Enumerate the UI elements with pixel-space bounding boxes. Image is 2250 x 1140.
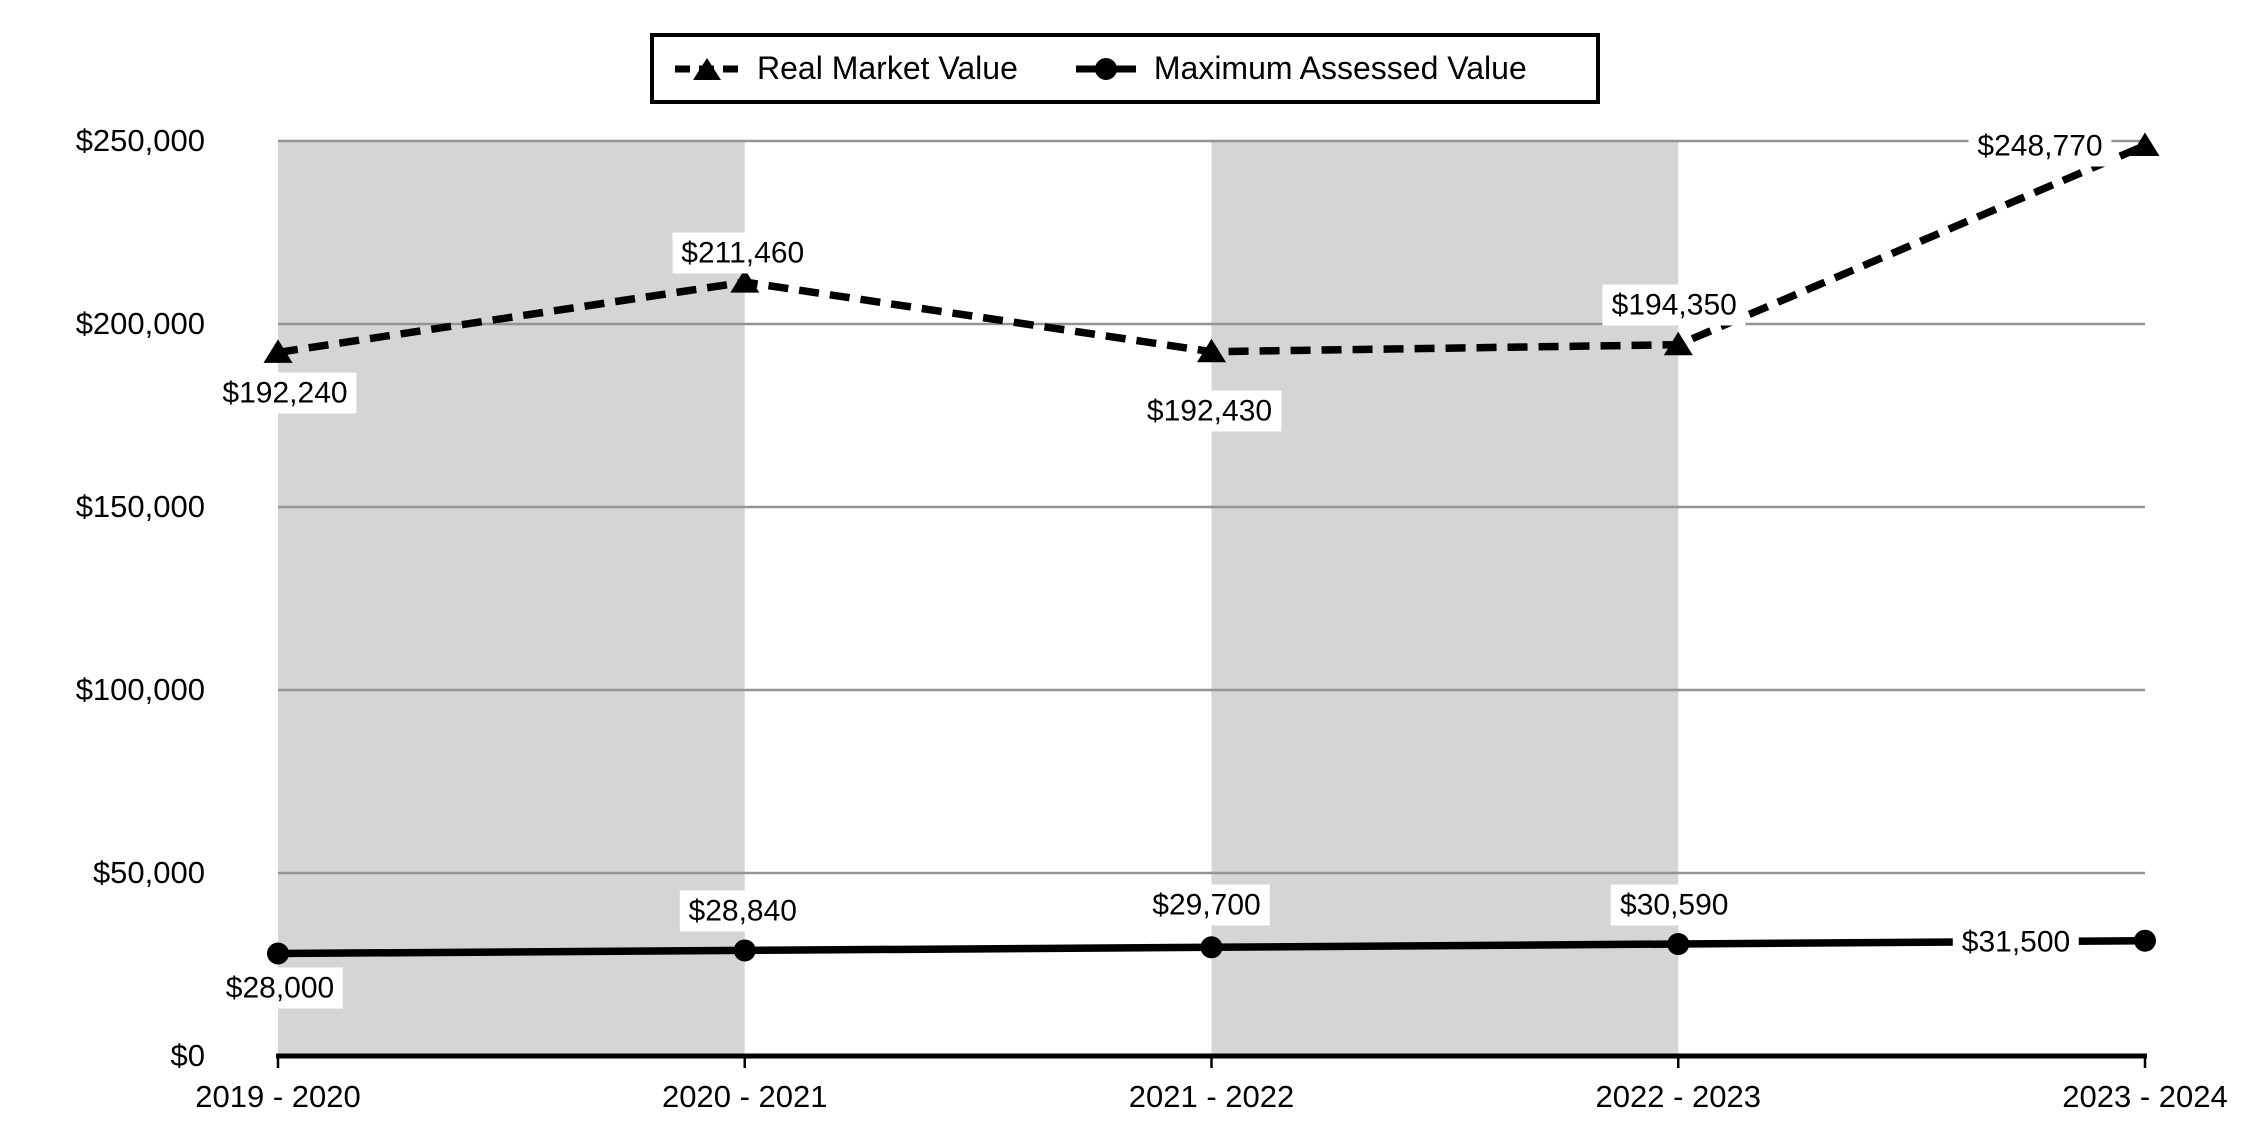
y-axis-tick-label: $150,000: [75, 489, 205, 524]
background-band: [1211, 141, 1679, 1056]
x-axis-category-label: 2022 - 2023: [1595, 1079, 1761, 1114]
data-point-label: $31,500: [1952, 921, 2080, 963]
x-axis-category-label: 2023 - 2024: [2062, 1079, 2228, 1114]
data-point-label: $194,350: [1602, 284, 1746, 326]
legend: Real Market Value Maximum Assessed Value: [650, 33, 1600, 104]
circle-marker: [1200, 936, 1223, 959]
circle-marker: [733, 939, 756, 962]
triangle-marker: [1663, 331, 1693, 356]
dashed-line-triangle-marker-icon: [675, 57, 739, 80]
data-point-label: $211,460: [672, 232, 814, 274]
triangle-marker: [1197, 338, 1226, 363]
data-point-label: $28,840: [679, 890, 806, 932]
y-axis-tick-label: $250,000: [75, 123, 205, 158]
y-axis-tick-label: $50,000: [92, 855, 205, 890]
x-axis-category-label: 2019 - 2020: [195, 1079, 361, 1114]
data-point-label: $192,240: [213, 372, 357, 414]
legend-item-maximum-assessed-value: Maximum Assessed Value: [1075, 50, 1527, 87]
legend-item-real-market-value: Real Market Value: [674, 50, 1018, 87]
legend-label-maximum-assessed-value: Maximum Assessed Value: [1153, 50, 1527, 86]
x-axis-category-label: 2020 - 2021: [662, 1079, 828, 1114]
circle-marker: [2134, 929, 2156, 952]
y-axis-tick-label: $100,000: [75, 672, 205, 707]
triangle-marker: [263, 339, 293, 363]
circle-marker: [1667, 933, 1690, 956]
background-band: [278, 141, 745, 1056]
solid-line-circle-marker-icon: [1075, 57, 1136, 80]
y-axis-tick-label: $200,000: [75, 306, 205, 341]
data-point-label: $248,770: [1968, 125, 2112, 166]
data-point-label: $29,700: [1143, 884, 1270, 926]
triangle-marker: [2130, 132, 2160, 156]
data-point-label: $192,430: [1137, 390, 1282, 432]
x-axis-category-label: 2021 - 2022: [1128, 1079, 1295, 1114]
legend-label-real-market-value: Real Market Value: [757, 50, 1018, 86]
data-point-label: $30,590: [1611, 884, 1738, 926]
y-axis-tick-label: $0: [170, 1038, 205, 1073]
data-point-label: $28,000: [216, 967, 344, 1009]
triangle-marker: [730, 269, 760, 293]
circle-marker: [267, 942, 289, 965]
